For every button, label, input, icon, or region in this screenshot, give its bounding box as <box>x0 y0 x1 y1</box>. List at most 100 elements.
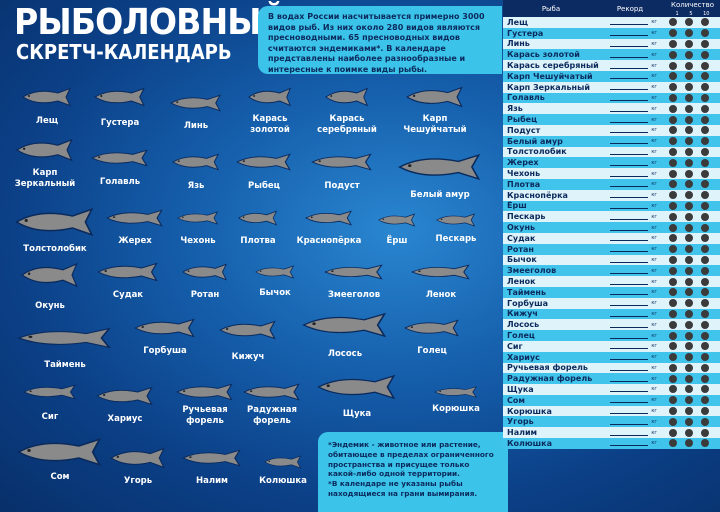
scratch-dot-10[interactable] <box>701 61 709 70</box>
record-field[interactable]: кг <box>599 225 661 231</box>
scratch-dot-10[interactable] <box>701 50 709 59</box>
scratch-dot-1[interactable] <box>669 342 677 351</box>
record-field[interactable]: кг <box>599 268 661 274</box>
record-field[interactable]: кг <box>599 95 661 101</box>
scratch-dot-10[interactable] <box>701 439 709 448</box>
scratch-dot-10[interactable] <box>701 385 709 394</box>
scratch-dot-1[interactable] <box>669 439 677 448</box>
record-field[interactable]: кг <box>599 408 661 415</box>
scratch-dot-1[interactable] <box>669 417 677 426</box>
scratch-dot-5[interactable] <box>685 39 693 48</box>
record-field[interactable]: кг <box>599 117 661 123</box>
scratch-dot-10[interactable] <box>701 158 709 167</box>
record-field[interactable]: кг <box>599 430 661 436</box>
scratch-dot-5[interactable] <box>685 299 693 308</box>
scratch-dot-10[interactable] <box>701 288 709 297</box>
scratch-dot-1[interactable] <box>669 299 677 308</box>
scratch-dot-1[interactable] <box>669 39 677 48</box>
scratch-dot-5[interactable] <box>685 277 693 286</box>
scratch-dot-5[interactable] <box>685 104 693 113</box>
scratch-dot-10[interactable] <box>701 83 709 92</box>
scratch-dot-5[interactable] <box>685 428 693 437</box>
scratch-dot-5[interactable] <box>685 83 693 92</box>
record-field[interactable]: кг <box>599 41 661 47</box>
scratch-dot-1[interactable] <box>669 180 677 189</box>
scratch-dot-10[interactable] <box>701 212 709 221</box>
scratch-dot-10[interactable] <box>701 223 709 232</box>
record-field[interactable]: кг <box>599 376 661 382</box>
scratch-dot-5[interactable] <box>685 342 693 351</box>
record-field[interactable]: кг <box>599 300 661 307</box>
record-field[interactable]: кг <box>599 52 661 58</box>
scratch-dot-5[interactable] <box>685 309 693 318</box>
scratch-dot-10[interactable] <box>701 299 709 308</box>
scratch-dot-1[interactable] <box>669 126 677 135</box>
scratch-dot-5[interactable] <box>685 115 693 124</box>
scratch-dot-10[interactable] <box>701 277 709 286</box>
scratch-dot-5[interactable] <box>685 266 693 275</box>
scratch-dot-10[interactable] <box>701 363 709 372</box>
scratch-dot-5[interactable] <box>685 353 693 362</box>
record-field[interactable]: кг <box>599 440 661 447</box>
scratch-dot-1[interactable] <box>669 147 677 156</box>
scratch-dot-10[interactable] <box>701 126 709 135</box>
record-field[interactable]: кг <box>599 386 661 393</box>
scratch-dot-1[interactable] <box>669 309 677 318</box>
scratch-dot-5[interactable] <box>685 255 693 264</box>
scratch-dot-10[interactable] <box>701 104 709 113</box>
scratch-dot-1[interactable] <box>669 234 677 243</box>
scratch-dot-5[interactable] <box>685 201 693 210</box>
scratch-dot-5[interactable] <box>685 234 693 243</box>
scratch-dot-10[interactable] <box>701 245 709 254</box>
record-field[interactable]: кг <box>599 149 661 155</box>
record-field[interactable]: кг <box>599 279 661 285</box>
record-field[interactable]: кг <box>599 343 661 350</box>
scratch-dot-10[interactable] <box>701 39 709 48</box>
scratch-dot-5[interactable] <box>685 331 693 340</box>
scratch-dot-5[interactable] <box>685 396 693 405</box>
record-field[interactable]: кг <box>599 235 661 242</box>
scratch-dot-10[interactable] <box>701 396 709 405</box>
record-field[interactable]: кг <box>599 63 661 69</box>
scratch-dot-5[interactable] <box>685 407 693 416</box>
scratch-dot-5[interactable] <box>685 288 693 297</box>
record-field[interactable]: кг <box>599 181 661 188</box>
record-field[interactable]: кг <box>599 397 661 404</box>
scratch-dot-1[interactable] <box>669 223 677 232</box>
scratch-dot-1[interactable] <box>669 374 677 383</box>
record-field[interactable]: кг <box>599 192 661 199</box>
scratch-dot-1[interactable] <box>669 277 677 286</box>
record-field[interactable]: кг <box>599 203 661 209</box>
scratch-dot-10[interactable] <box>701 266 709 275</box>
record-field[interactable]: кг <box>599 365 661 371</box>
scratch-dot-5[interactable] <box>685 180 693 189</box>
record-field[interactable]: кг <box>599 289 661 296</box>
record-field[interactable]: кг <box>599 19 661 26</box>
scratch-dot-5[interactable] <box>685 61 693 70</box>
scratch-dot-1[interactable] <box>669 191 677 200</box>
scratch-dot-1[interactable] <box>669 385 677 394</box>
record-field[interactable]: кг <box>599 160 661 166</box>
scratch-dot-10[interactable] <box>701 29 709 38</box>
scratch-dot-5[interactable] <box>685 417 693 426</box>
scratch-dot-1[interactable] <box>669 331 677 340</box>
scratch-dot-10[interactable] <box>701 234 709 243</box>
record-field[interactable]: кг <box>599 354 661 361</box>
scratch-dot-1[interactable] <box>669 115 677 124</box>
scratch-dot-1[interactable] <box>669 61 677 70</box>
scratch-dot-10[interactable] <box>701 72 709 81</box>
scratch-dot-1[interactable] <box>669 396 677 405</box>
scratch-dot-5[interactable] <box>685 147 693 156</box>
scratch-dot-1[interactable] <box>669 29 677 38</box>
scratch-dot-1[interactable] <box>669 320 677 329</box>
scratch-dot-1[interactable] <box>669 104 677 113</box>
scratch-dot-1[interactable] <box>669 363 677 372</box>
scratch-dot-5[interactable] <box>685 126 693 135</box>
record-field[interactable]: кг <box>599 246 661 253</box>
scratch-dot-1[interactable] <box>669 93 677 102</box>
scratch-dot-5[interactable] <box>685 158 693 167</box>
record-field[interactable]: кг <box>599 419 661 425</box>
scratch-dot-5[interactable] <box>685 245 693 254</box>
scratch-dot-10[interactable] <box>701 309 709 318</box>
scratch-dot-1[interactable] <box>669 158 677 167</box>
